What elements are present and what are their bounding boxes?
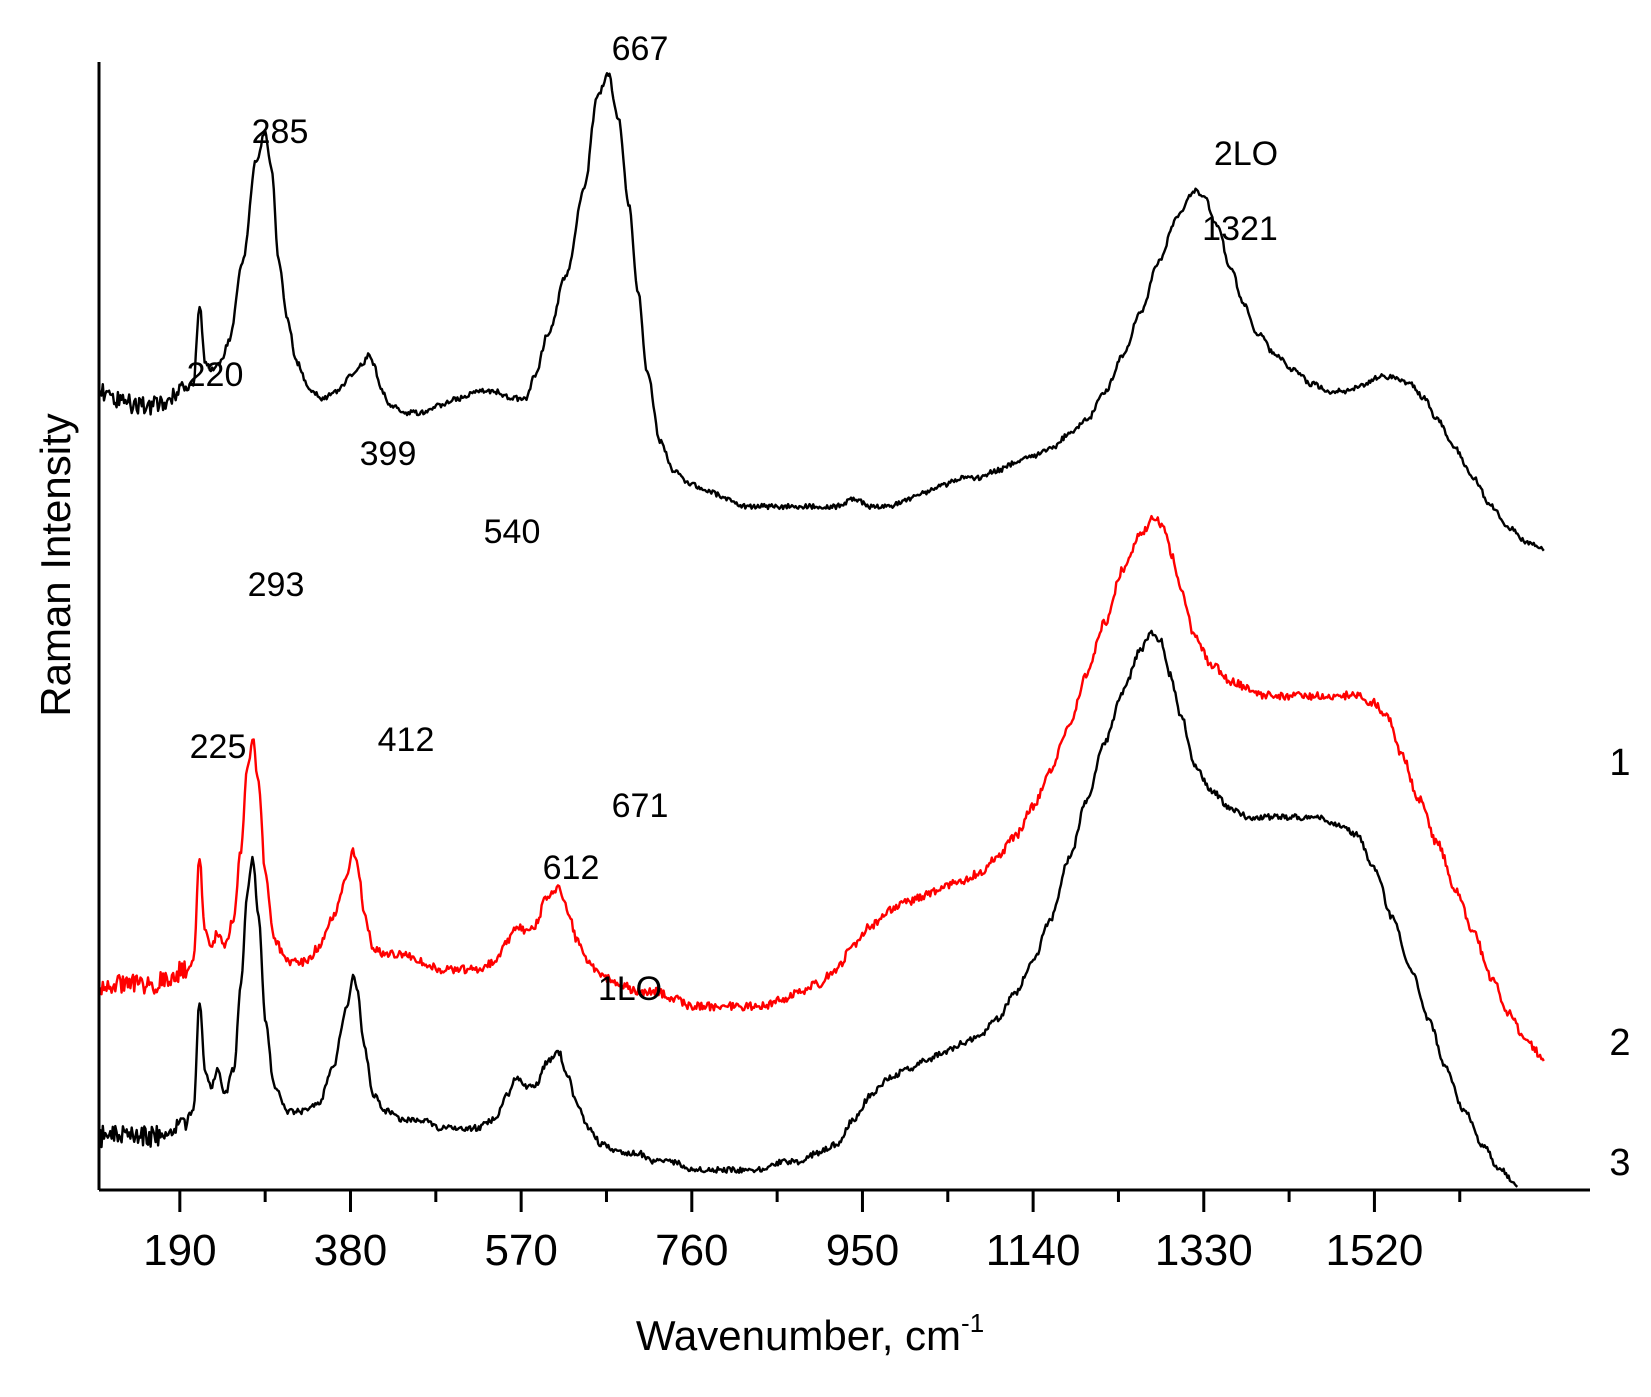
axes [97,62,1590,1192]
spectrum-curve-1 [97,72,1545,552]
curve-number-1: 1 [1609,742,1630,784]
x-tick-label: 1330 [1155,1226,1253,1275]
peak-label-285: 285 [252,113,309,151]
peak-label-671: 671 [612,787,669,825]
y-axis-title: Raman Intensity [32,413,79,716]
x-axis-title: Wavenumber, cm-1 [636,1308,984,1359]
x-axis-title-main: Wavenumber, cm [636,1312,961,1359]
x-tick-label: 950 [826,1226,899,1275]
peak-annotations: 285 667 220 399 540 2LO 1321 293 225 412 671 612 1LO [187,30,1279,1008]
x-tick-label: 760 [655,1226,728,1275]
peak-label-412: 412 [378,721,435,759]
x-tick-label: 570 [484,1226,557,1275]
peak-label-667: 667 [612,30,669,68]
x-axis-title-superscript: -1 [961,1308,984,1338]
peak-label-1lo: 1LO [598,970,662,1008]
x-tick-label: 1520 [1325,1226,1423,1275]
curve-number-2: 2 [1609,1022,1630,1064]
plot-area [97,72,1545,1188]
spectrum-curve-2 [97,514,1545,1062]
peak-label-540: 540 [484,513,541,551]
x-tick-label: 190 [143,1226,216,1275]
peak-label-2lo: 2LO [1214,135,1278,173]
peak-label-293: 293 [248,566,305,604]
spectrum-curve-3 [97,629,1519,1188]
peak-label-1321: 1321 [1202,210,1278,248]
peak-label-220: 220 [187,356,244,394]
peak-label-399: 399 [360,435,417,473]
curve-number-labels: 1 2 3 [1609,742,1630,1184]
x-tick-label: 380 [314,1226,387,1275]
curve-number-3: 3 [1609,1142,1630,1184]
peak-label-225: 225 [190,728,247,766]
x-tick-label: 1140 [986,1226,1081,1275]
peak-label-612: 612 [543,849,600,887]
x-ticks: 190 380 570 760 950 1140 1330 1520 [143,1190,1462,1275]
